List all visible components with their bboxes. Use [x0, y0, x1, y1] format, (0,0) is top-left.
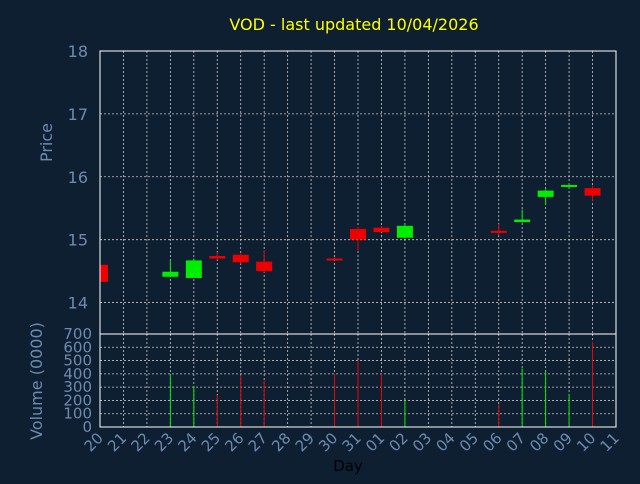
price-axis-label: Price: [37, 123, 56, 162]
day-tick-label: 03: [409, 429, 435, 455]
day-tick-label: 27: [245, 429, 271, 455]
candle-body: [326, 258, 343, 261]
day-tick-label: 31: [339, 429, 365, 455]
price-tick-label: 14: [68, 294, 88, 313]
price-tick-label: 18: [68, 42, 88, 61]
price-tick-labels: 14 15 16 17 18: [68, 42, 88, 313]
day-tick-label: 30: [315, 429, 341, 455]
day-tick-label: 06: [479, 429, 505, 455]
day-tick-label: 29: [292, 429, 318, 455]
volume-tick-label: 200: [63, 391, 92, 409]
volume-tick-label: 100: [63, 405, 92, 423]
volume-axis-label: Volume (0000): [27, 322, 46, 440]
day-tick-label: 01: [362, 429, 388, 455]
chart-title: VOD - last updated 10/04/2026: [229, 15, 478, 34]
candle-body: [185, 260, 202, 279]
candle-body: [209, 256, 226, 259]
candle-body: [490, 230, 507, 233]
day-tick-labels: 2021222324252627282930310102030405060708…: [81, 429, 623, 455]
candle-body: [256, 261, 273, 272]
volume-panel-frame: [99, 333, 617, 428]
volume-tick-label: 600: [63, 338, 92, 356]
candle-body: [162, 271, 179, 277]
day-axis-label: Day: [333, 457, 363, 475]
day-tick-label: 24: [174, 429, 200, 455]
day-tick-label: 10: [573, 429, 599, 455]
candle-body: [514, 219, 531, 223]
day-tick-label: 23: [151, 429, 177, 455]
candle-body: [100, 264, 108, 282]
candle-body: [561, 184, 578, 187]
candle-body: [537, 190, 554, 197]
day-tick-label: 26: [221, 429, 247, 455]
day-tick-label: 08: [526, 429, 552, 455]
day-tick-label: 05: [456, 429, 482, 455]
candle-body: [350, 228, 366, 240]
volume-tick-label: 300: [63, 378, 92, 396]
candle-body: [396, 225, 413, 238]
volume-tick-label: 500: [63, 352, 92, 370]
day-tick-label: 04: [432, 429, 458, 455]
day-tick-label: 07: [503, 429, 529, 455]
day-tick-label: 25: [198, 429, 224, 455]
price-tick-label: 16: [68, 168, 88, 187]
candle-body: [373, 227, 390, 233]
candle-body: [584, 188, 601, 196]
day-tick-label: 28: [268, 429, 294, 455]
day-tick-label: 11: [597, 429, 623, 455]
price-tick-label: 15: [68, 231, 88, 250]
volume-bars: [169, 341, 594, 427]
candlesticks: [100, 183, 601, 282]
day-tick-label: 22: [128, 429, 154, 455]
day-tick-label: 21: [104, 429, 130, 455]
price-tick-label: 17: [68, 105, 88, 124]
volume-tick-label: 700: [63, 325, 92, 343]
volume-tick-label: 0: [82, 418, 92, 436]
candle-body: [232, 254, 249, 263]
volume-tick-label: 400: [63, 365, 92, 383]
day-tick-label: 09: [550, 429, 576, 455]
day-tick-label: 02: [386, 429, 412, 455]
